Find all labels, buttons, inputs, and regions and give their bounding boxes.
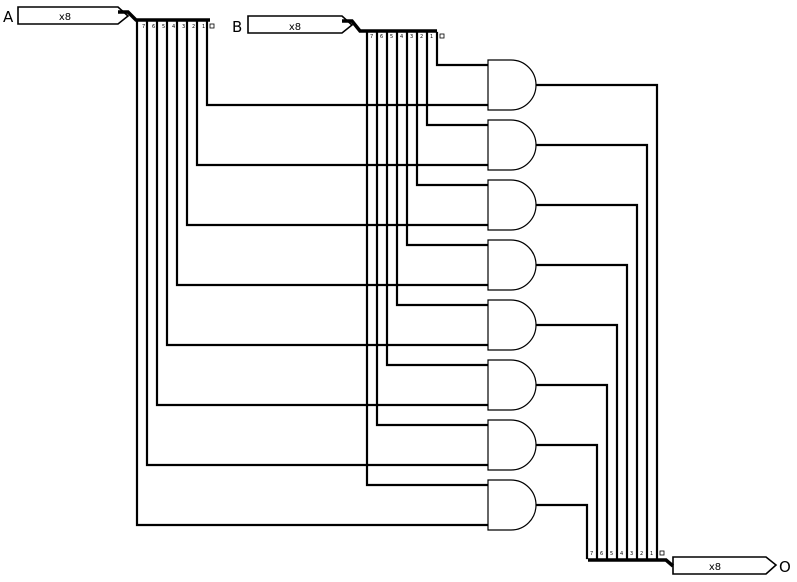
splitter-b-bit-label: 6 (380, 34, 383, 40)
wire-b-bit-7 (365, 31, 490, 487)
input-a-width-label: x8 (59, 12, 71, 23)
bus-a-splitter (118, 10, 210, 22)
wire-o-bit-6 (534, 443, 599, 560)
merger-o-bit-label: 3 (630, 551, 633, 557)
splitter-b-bit-label: 1 (430, 34, 433, 40)
and-gate[interactable] (487, 119, 537, 171)
merger-o-bit-label: 6 (600, 551, 603, 557)
splitter-a-bit-label: 3 (182, 24, 185, 30)
wire-o-bit-2 (534, 203, 639, 560)
splitter-b-bit-labels: 7 6 5 4 3 2 1 (370, 33, 445, 40)
splitter-a-bit-labels: 7 6 5 4 3 2 1 (142, 23, 215, 30)
bus-o-merger (588, 558, 675, 568)
wire-a-bit-0 (135, 20, 490, 527)
wire-b-bit-3 (405, 31, 490, 247)
input-a-pin-shape (17, 6, 130, 25)
wire-o-bit-3 (534, 263, 629, 560)
splitter-b-bit-label: 7 (370, 34, 373, 40)
bus-b-splitter (342, 19, 437, 33)
wire-a-bit-7 (205, 20, 490, 107)
wire-o-bit-5 (534, 383, 609, 560)
and-gates (487, 59, 537, 531)
wires-o (534, 83, 659, 560)
splitter-a-bit-label: 7 (142, 24, 145, 30)
wire-b-bit-5 (385, 31, 490, 367)
wire-o-bit-1 (534, 143, 649, 560)
merger-o-end-marker (659, 550, 665, 556)
input-a-name: A (3, 8, 14, 26)
input-port-b[interactable]: B x8 (232, 15, 354, 36)
output-o-width-label: x8 (709, 562, 721, 573)
splitter-a-end-marker (209, 23, 215, 29)
and-gate[interactable] (487, 419, 537, 471)
splitter-a-bit-label: 5 (162, 24, 165, 30)
merger-o-bit-labels: 7 6 5 4 3 2 1 (590, 550, 665, 557)
splitter-b-bit-label: 5 (390, 34, 393, 40)
input-b-name: B (232, 18, 242, 36)
merger-o-bit-label: 7 (590, 551, 593, 557)
wire-a-bit-4 (175, 20, 490, 287)
merger-o-bit-label: 5 (610, 551, 613, 557)
merger-o-bit-label: 1 (650, 551, 653, 557)
and-gate[interactable] (487, 299, 537, 351)
and-gate[interactable] (487, 239, 537, 291)
wire-a-bit-6 (195, 20, 490, 167)
splitter-b-bit-label: 3 (410, 34, 413, 40)
and-gate[interactable] (487, 359, 537, 411)
wire-a-bit-1 (145, 20, 490, 467)
merger-o-bit-label: 2 (640, 551, 643, 557)
input-b-width-label: x8 (289, 22, 301, 33)
splitter-a-bit-label: 6 (152, 24, 155, 30)
and-gate[interactable] (487, 479, 537, 531)
splitter-a-bit-label: 2 (192, 24, 195, 30)
output-o-pin-shape (672, 556, 778, 575)
input-port-a[interactable]: A x8 (3, 6, 130, 26)
wire-o-bit-4 (534, 323, 619, 560)
merger-o-bit-label: 4 (620, 551, 623, 557)
wire-a-bit-5 (185, 20, 490, 227)
wire-o-bit-0 (534, 83, 659, 560)
splitter-b-bit-label: 2 (420, 34, 423, 40)
and-gate[interactable] (487, 179, 537, 231)
and-gate[interactable] (487, 59, 537, 111)
output-port-o[interactable]: O x8 (672, 556, 791, 576)
splitter-b-bit-label: 4 (400, 34, 403, 40)
wire-b-bit-1 (425, 31, 490, 127)
wire-o-bit-7 (534, 503, 589, 560)
splitter-a-bit-label: 4 (172, 24, 175, 30)
wire-b-bit-2 (415, 31, 490, 187)
wires-b (365, 31, 490, 487)
wires-a (135, 20, 490, 527)
splitter-a-bit-label: 1 (202, 24, 205, 30)
output-o-name: O (779, 558, 791, 576)
wire-b-bit-0 (435, 31, 490, 67)
input-b-pin-shape (247, 15, 354, 34)
wire-b-bit-4 (395, 31, 490, 307)
splitter-b-end-marker (439, 33, 445, 39)
wire-a-bit-3 (165, 20, 490, 347)
wire-b-bit-6 (375, 31, 490, 427)
